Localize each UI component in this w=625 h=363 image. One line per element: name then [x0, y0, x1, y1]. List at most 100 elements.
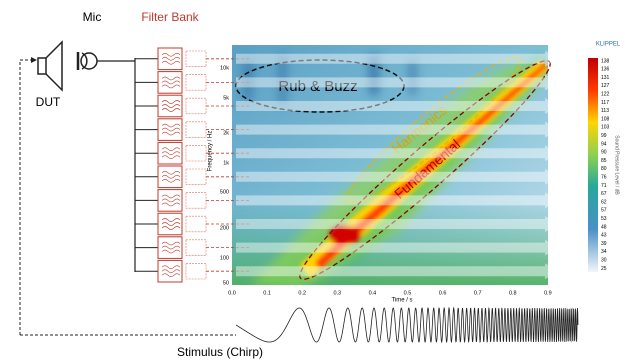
envelope-box: [185, 263, 207, 280]
x-tick-label: 0.7: [474, 290, 482, 296]
x-tick-label: 0.9: [544, 290, 552, 296]
colorbar-tick-label: 30: [601, 258, 607, 264]
band-arrow: [236, 263, 558, 280]
fundamental-ellipse: [299, 60, 551, 280]
filter-box: [157, 212, 183, 236]
x-tick-label: 0.2: [298, 290, 306, 296]
filter-box: [157, 118, 183, 141]
harmonics-ellipse: [346, 56, 522, 204]
mic-label: Mic: [83, 10, 102, 24]
x-tick-label: 0.6: [439, 290, 447, 296]
colorbar-tick-label: 108: [601, 116, 610, 122]
x-tick-label: 0.8: [509, 290, 517, 296]
band-arrow: [236, 192, 558, 209]
colorbar-tick-label: 43: [601, 233, 607, 239]
filter-box: [157, 71, 183, 94]
y-tick-label: 50: [223, 280, 229, 286]
colorbar-tick-label: 99: [601, 133, 607, 139]
rub-buzz-label: Rub & Buzz: [278, 78, 357, 95]
colorbar-tick-label: 48: [601, 224, 607, 230]
y-tick-label: 2k: [223, 130, 229, 136]
filter-box: [157, 141, 183, 165]
colorbar-tick-label: 67: [601, 191, 607, 197]
colorbar-tick-label: 34: [601, 249, 607, 255]
filter-bank-label: Filter Bank: [141, 10, 199, 24]
envelope-box: [185, 215, 207, 233]
y-tick-label: 5k: [223, 95, 229, 101]
filter-icon: [161, 76, 181, 89]
envelope-box: [185, 74, 207, 91]
filter-icon: [161, 218, 181, 230]
x-axis-label: Time / s: [391, 298, 412, 304]
band-arrow: [236, 121, 558, 138]
envelope-box: [185, 97, 207, 115]
y-tick-label: 500: [220, 189, 229, 195]
filter-icon: [161, 100, 181, 112]
filter-icon: [161, 194, 181, 207]
spectrogram: [232, 45, 548, 285]
feedback-line: [19, 57, 37, 335]
filter-icon: [161, 241, 181, 254]
colorbar-tick-label: 117: [601, 100, 609, 106]
y-tick-label: 1k: [223, 160, 229, 166]
filter-icon: [161, 147, 181, 159]
band-arrow: [236, 168, 558, 185]
envelope-box: [185, 121, 207, 138]
colorbar-tick-label: 80: [601, 166, 607, 172]
band-arrow: [236, 145, 558, 162]
filter-icon: [161, 265, 181, 277]
filter-box: [157, 189, 183, 212]
colorbar-tick-label: 85: [601, 158, 607, 164]
colorbar-tick-label: 90: [601, 150, 607, 156]
brand-label: KLIPPEL: [596, 42, 621, 48]
colorbar-tick-label: 76: [601, 175, 607, 181]
mic-icon: [76, 52, 136, 272]
envelope-box: [185, 145, 207, 162]
filter-box: [157, 94, 183, 118]
x-tick-label: 0.5: [404, 290, 412, 296]
filter-box: [157, 165, 183, 189]
x-tick-label: 0.0: [228, 290, 236, 296]
band-arrow: [236, 50, 558, 67]
colorbar-tick-label: 103: [601, 125, 610, 131]
colorbar-tick-label: 57: [601, 208, 607, 214]
filter-box: [157, 259, 183, 283]
filter-box: [157, 47, 183, 71]
band-arrow: [236, 98, 558, 114]
colorbar: [588, 58, 598, 272]
filter-box: [157, 236, 183, 259]
x-tick-label: 0.4: [369, 290, 377, 296]
envelope-box: [185, 192, 207, 209]
colorbar-tick-label: 113: [601, 108, 609, 114]
band-arrow: [236, 239, 558, 256]
colorbar-tick-label: 71: [601, 183, 607, 189]
dut-label: DUT: [36, 95, 61, 109]
colorbar-tick-label: 122: [601, 92, 610, 98]
colorbar-tick-label: 39: [601, 241, 607, 247]
envelope-box: [185, 50, 207, 67]
y-axis-label: Frequency / Hz: [208, 131, 214, 172]
band-arrow: [236, 216, 558, 232]
envelope-box: [185, 239, 207, 256]
colorbar-tick-label: 127: [601, 83, 610, 89]
colorbar-tick-label: 25: [601, 266, 607, 272]
colorbar-tick-label: 94: [601, 141, 607, 147]
y-tick-label: 100: [220, 255, 229, 261]
speaker-icon: [37, 40, 63, 92]
colorbar-tick-label: 138: [601, 58, 610, 64]
filter-icon: [161, 171, 181, 183]
band-arrow: [236, 74, 558, 91]
colorbar-tick-label: 131: [601, 75, 610, 81]
colorbar-label: Sound Pressure Level / dB: [614, 135, 620, 195]
stimulus-label: Stimulus (Chirp): [177, 345, 263, 359]
colorbar-tick-label: 136: [601, 67, 610, 73]
colorbar-tick-label: 53: [601, 216, 607, 222]
filter-icon: [161, 53, 181, 65]
filter-icon: [161, 123, 181, 136]
colorbar-tick-label: 62: [601, 199, 607, 205]
y-tick-label: 200: [220, 225, 229, 231]
x-tick-label: 0.3: [333, 290, 341, 296]
y-tick-label: 10k: [220, 65, 229, 71]
x-tick-label: 0.1: [263, 290, 271, 296]
